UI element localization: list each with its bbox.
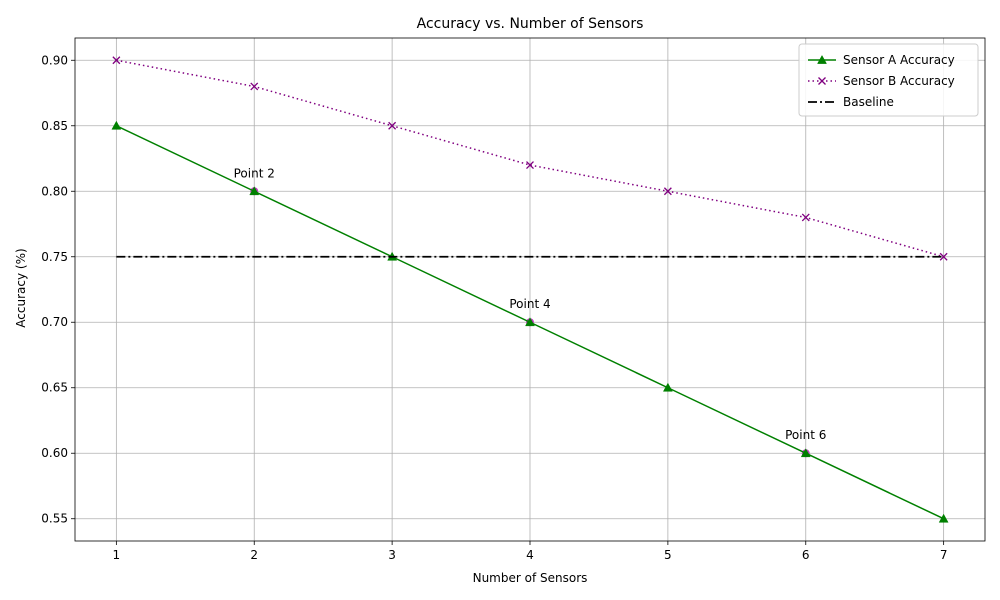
series-2-point: [939, 252, 948, 261]
series-2-point-stroke: [939, 252, 948, 261]
series-2-point: [526, 161, 534, 170]
series-2-point-stroke: [663, 187, 672, 196]
y-tick-label: 0.75: [41, 250, 68, 264]
legend-box: [798, 43, 979, 117]
y-tick-label: 0.60: [41, 446, 68, 460]
series-2-point: [663, 187, 672, 196]
series-2-point: [388, 121, 397, 130]
x-tick-label: 4: [526, 548, 534, 562]
x-tick-label: 5: [664, 548, 672, 562]
legend-entry-label: Baseline: [843, 95, 894, 109]
x-tick-label: 7: [940, 548, 948, 562]
series-2-point-stroke: [526, 161, 534, 170]
legend-swatch-marker: [817, 54, 827, 64]
axes-layer: 1 2 3 4 5 6 7 0.55 0.60 0.65 0.70 0.75 0.80 0.85 0.90: [41, 37, 986, 562]
series-2-point: [112, 56, 121, 65]
series-1-point: [938, 513, 949, 523]
x-tick-label: 1: [113, 548, 121, 562]
legend-swatch-marker-stroke: [818, 77, 826, 85]
x-axis-label: Number of Sensors: [473, 571, 588, 585]
series-2-point-stroke: [250, 82, 259, 91]
x-tick-label: 2: [250, 548, 258, 562]
legend: Sensor A Accuracy Sensor B Accuracy Baseli…: [798, 43, 979, 117]
series-1-point: [525, 317, 535, 327]
series-2-point-stroke: [801, 213, 810, 222]
series-1-point: [249, 186, 260, 196]
series-2-point: [250, 82, 259, 91]
x-tick-label: 6: [802, 548, 810, 562]
series-1-point: [662, 382, 673, 392]
series-1-point: [111, 120, 122, 130]
annotation-label: Point 2: [234, 166, 275, 180]
y-tick-label: 0.85: [41, 119, 68, 133]
legend-entry-label: Sensor B Accuracy: [843, 74, 955, 88]
chart-title: Accuracy vs. Number of Sensors: [417, 16, 644, 32]
series-1-point: [800, 448, 811, 458]
series-2-point-stroke: [388, 121, 397, 130]
annotation-label: Point 4: [509, 297, 550, 311]
legend-entry-label: Sensor A Accuracy: [843, 53, 955, 67]
y-tick-label: 0.90: [41, 53, 68, 67]
series-2-point: [801, 213, 810, 222]
y-tick-label: 0.80: [41, 184, 68, 198]
legend-swatch-marker: [818, 77, 826, 85]
y-axis-label: Accuracy (%): [14, 248, 28, 327]
y-tick-label: 0.70: [41, 315, 68, 329]
series-layer: Point 2 Point 4 Point 6: [111, 56, 949, 523]
y-tick-label: 0.65: [41, 381, 68, 395]
annotation-label: Point 6: [785, 428, 826, 442]
x-tick-label: 3: [388, 548, 396, 562]
series-2-point-stroke: [112, 56, 121, 65]
y-tick-label: 0.55: [41, 512, 68, 526]
